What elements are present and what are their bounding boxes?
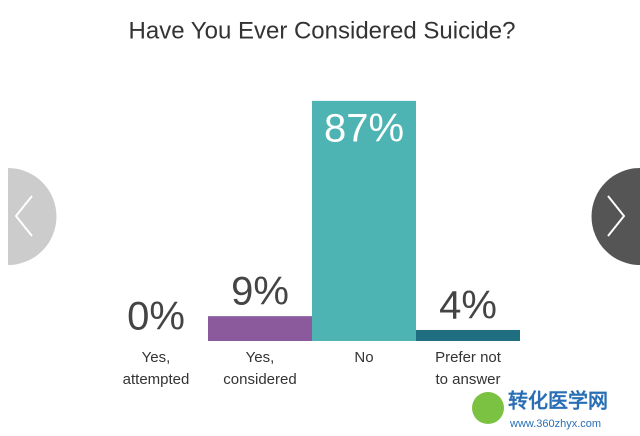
x-tick-label: No: [354, 349, 373, 366]
chart-title: Have You Ever Considered Suicide?: [129, 17, 516, 44]
prev-arrow[interactable]: [8, 168, 57, 265]
bar: [208, 316, 312, 341]
bar: [312, 100, 416, 341]
x-tick-label: Yes, considered: [223, 349, 296, 388]
value-label: 87%: [324, 106, 404, 150]
watermark-logo: [472, 392, 504, 424]
value-label: 4%: [439, 284, 497, 328]
watermark-name: 转化医学网: [508, 388, 608, 412]
x-tick-label: Yes, attempted: [123, 349, 190, 388]
value-label: 0%: [127, 295, 185, 339]
next-chevron: [607, 195, 626, 237]
next-arrow[interactable]: [591, 168, 640, 265]
watermark-url: www.360zhyx.com: [509, 418, 601, 430]
bar: [416, 329, 520, 341]
prev-chevron: [14, 195, 33, 237]
x-tick-label: Prefer not to answer: [435, 349, 502, 388]
value-label: 9%: [231, 270, 289, 314]
